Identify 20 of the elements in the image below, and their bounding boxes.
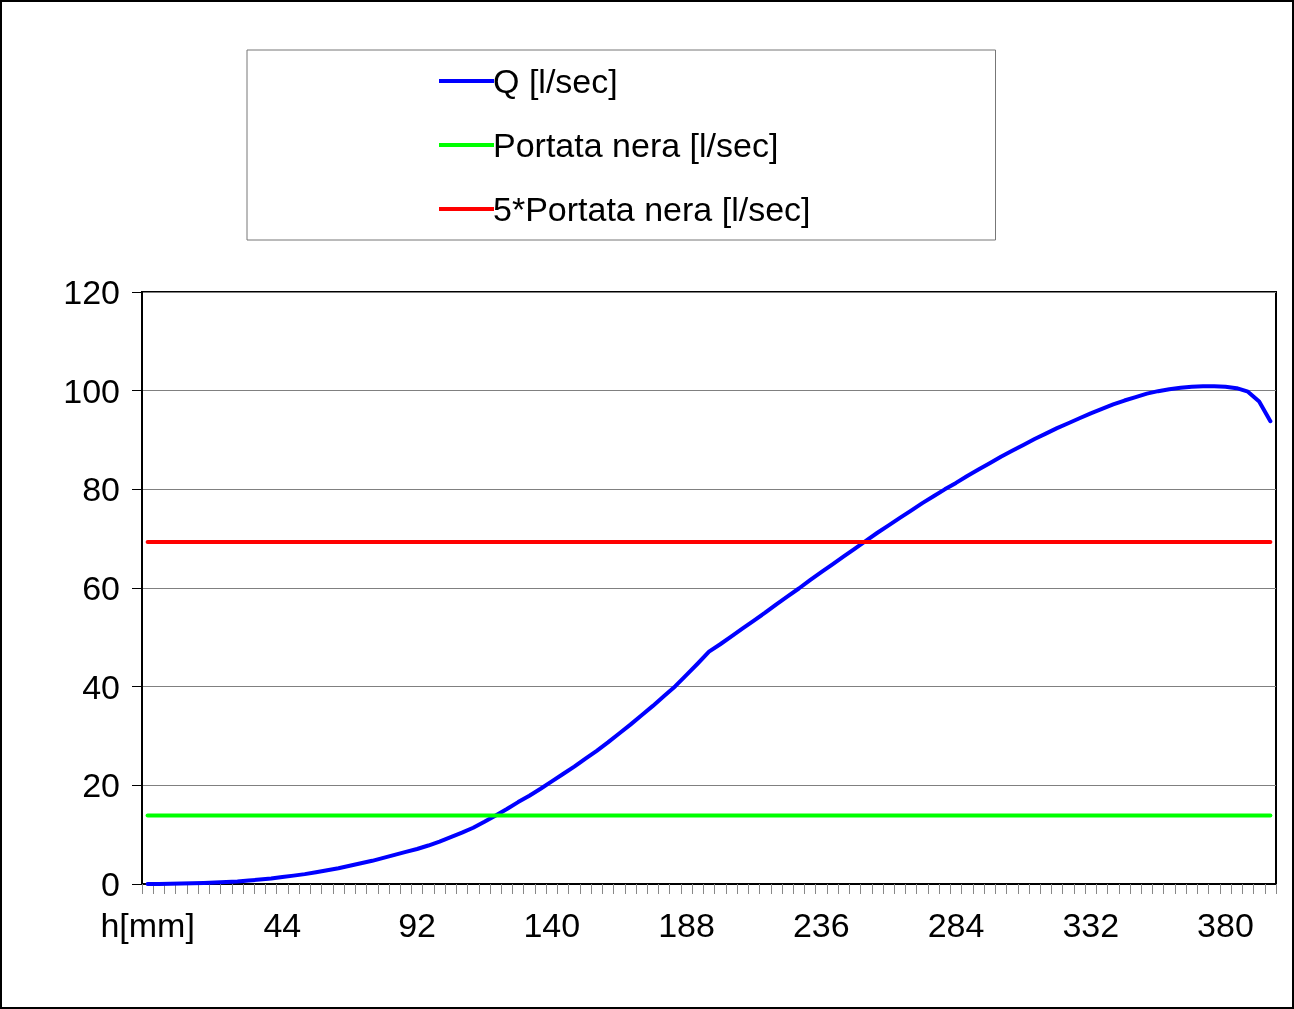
x-tick-label: 140 [523, 906, 581, 944]
x-tick-label: 188 [658, 906, 715, 944]
y-tick-label: 80 [82, 470, 120, 509]
y-tick-label: 120 [63, 273, 120, 311]
x-tick-label: 380 [1197, 906, 1254, 944]
x-tick-label: h[mm] [100, 906, 195, 944]
legend-label: Portata nera [l/sec] [493, 126, 779, 164]
y-tick-label: 20 [82, 766, 120, 805]
x-tick-label: 44 [263, 906, 302, 944]
x-tick-label: 236 [792, 906, 850, 944]
legend-label: Q [l/sec] [493, 62, 618, 100]
x-tick-label: 284 [927, 906, 985, 944]
y-tick-label: 60 [82, 569, 120, 607]
x-tick-label: 92 [398, 906, 436, 944]
y-tick-label: 0 [101, 865, 120, 903]
x-tick-label: 332 [1062, 906, 1120, 944]
line-series [145, 384, 1273, 886]
y-tick-label: 40 [82, 667, 120, 706]
legend-label: 5*Portata nera [l/sec] [493, 190, 811, 228]
y-tick-label: 100 [63, 371, 120, 410]
